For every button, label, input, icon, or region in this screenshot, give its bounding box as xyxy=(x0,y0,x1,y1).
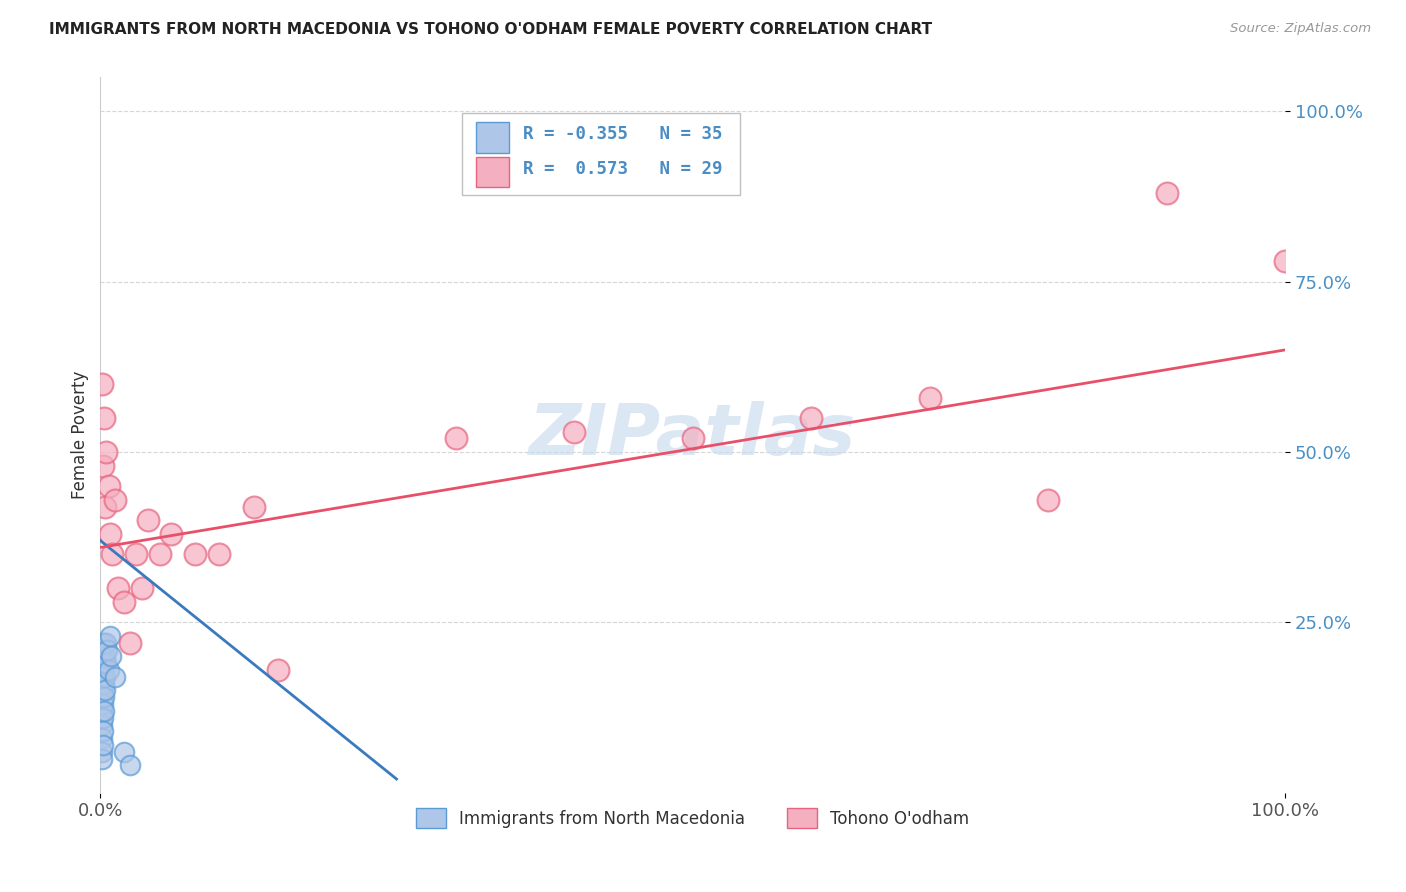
Point xyxy=(96,657,118,671)
Point xyxy=(107,582,129,596)
Point xyxy=(91,670,114,684)
Point xyxy=(91,711,114,725)
Point xyxy=(91,657,114,671)
Point xyxy=(160,526,183,541)
Text: IMMIGRANTS FROM NORTH MACEDONIA VS TOHONO O'ODHAM FEMALE POVERTY CORRELATION CHA: IMMIGRANTS FROM NORTH MACEDONIA VS TOHON… xyxy=(49,22,932,37)
Point xyxy=(90,745,112,759)
Text: ZIPatlas: ZIPatlas xyxy=(529,401,856,469)
Point xyxy=(91,683,114,698)
Point xyxy=(96,636,118,650)
Point xyxy=(682,432,704,446)
Point xyxy=(208,547,231,561)
FancyBboxPatch shape xyxy=(477,157,509,186)
Point xyxy=(93,704,115,718)
Legend: Immigrants from North Macedonia, Tohono O'odham: Immigrants from North Macedonia, Tohono … xyxy=(409,802,976,834)
Point xyxy=(112,745,135,759)
Point xyxy=(1038,492,1060,507)
Y-axis label: Female Poverty: Female Poverty xyxy=(72,371,89,500)
Point xyxy=(562,425,585,439)
FancyBboxPatch shape xyxy=(461,113,740,195)
Text: R =  0.573   N = 29: R = 0.573 N = 29 xyxy=(523,160,723,178)
Point xyxy=(90,731,112,746)
Point xyxy=(103,670,125,684)
Point xyxy=(101,547,124,561)
Point xyxy=(90,676,112,690)
Point xyxy=(444,432,467,446)
Point xyxy=(1156,186,1178,201)
Point xyxy=(267,663,290,677)
Point xyxy=(93,676,115,690)
Point xyxy=(1274,254,1296,268)
Point xyxy=(100,649,122,664)
Point xyxy=(90,717,112,731)
Point xyxy=(94,683,117,698)
Point xyxy=(97,663,120,677)
Point xyxy=(94,649,117,664)
Point xyxy=(90,636,112,650)
Point xyxy=(91,642,114,657)
Point xyxy=(112,595,135,609)
Point xyxy=(118,758,141,772)
Point xyxy=(98,629,121,643)
Point xyxy=(91,738,114,752)
Point xyxy=(93,663,115,677)
Point xyxy=(90,751,112,765)
Point xyxy=(103,492,125,507)
Point xyxy=(136,513,159,527)
Point xyxy=(800,411,823,425)
Point xyxy=(90,704,112,718)
Point xyxy=(91,724,114,739)
Point xyxy=(118,636,141,650)
Point xyxy=(91,458,114,473)
Point xyxy=(93,636,115,650)
FancyBboxPatch shape xyxy=(477,122,509,153)
Text: Source: ZipAtlas.com: Source: ZipAtlas.com xyxy=(1230,22,1371,36)
Point xyxy=(91,697,114,711)
Point xyxy=(94,670,117,684)
Point xyxy=(90,376,112,391)
Point xyxy=(90,649,112,664)
Point xyxy=(125,547,148,561)
Point xyxy=(96,642,118,657)
Point xyxy=(96,445,118,459)
Point xyxy=(90,690,112,705)
Point xyxy=(97,479,120,493)
Point xyxy=(98,526,121,541)
Text: R = -0.355   N = 35: R = -0.355 N = 35 xyxy=(523,126,723,144)
Point xyxy=(918,391,941,405)
Point xyxy=(184,547,207,561)
Point xyxy=(90,663,112,677)
Point xyxy=(243,500,266,514)
Point xyxy=(93,411,115,425)
Point xyxy=(93,690,115,705)
Point xyxy=(131,582,153,596)
Point xyxy=(94,500,117,514)
Point xyxy=(149,547,172,561)
